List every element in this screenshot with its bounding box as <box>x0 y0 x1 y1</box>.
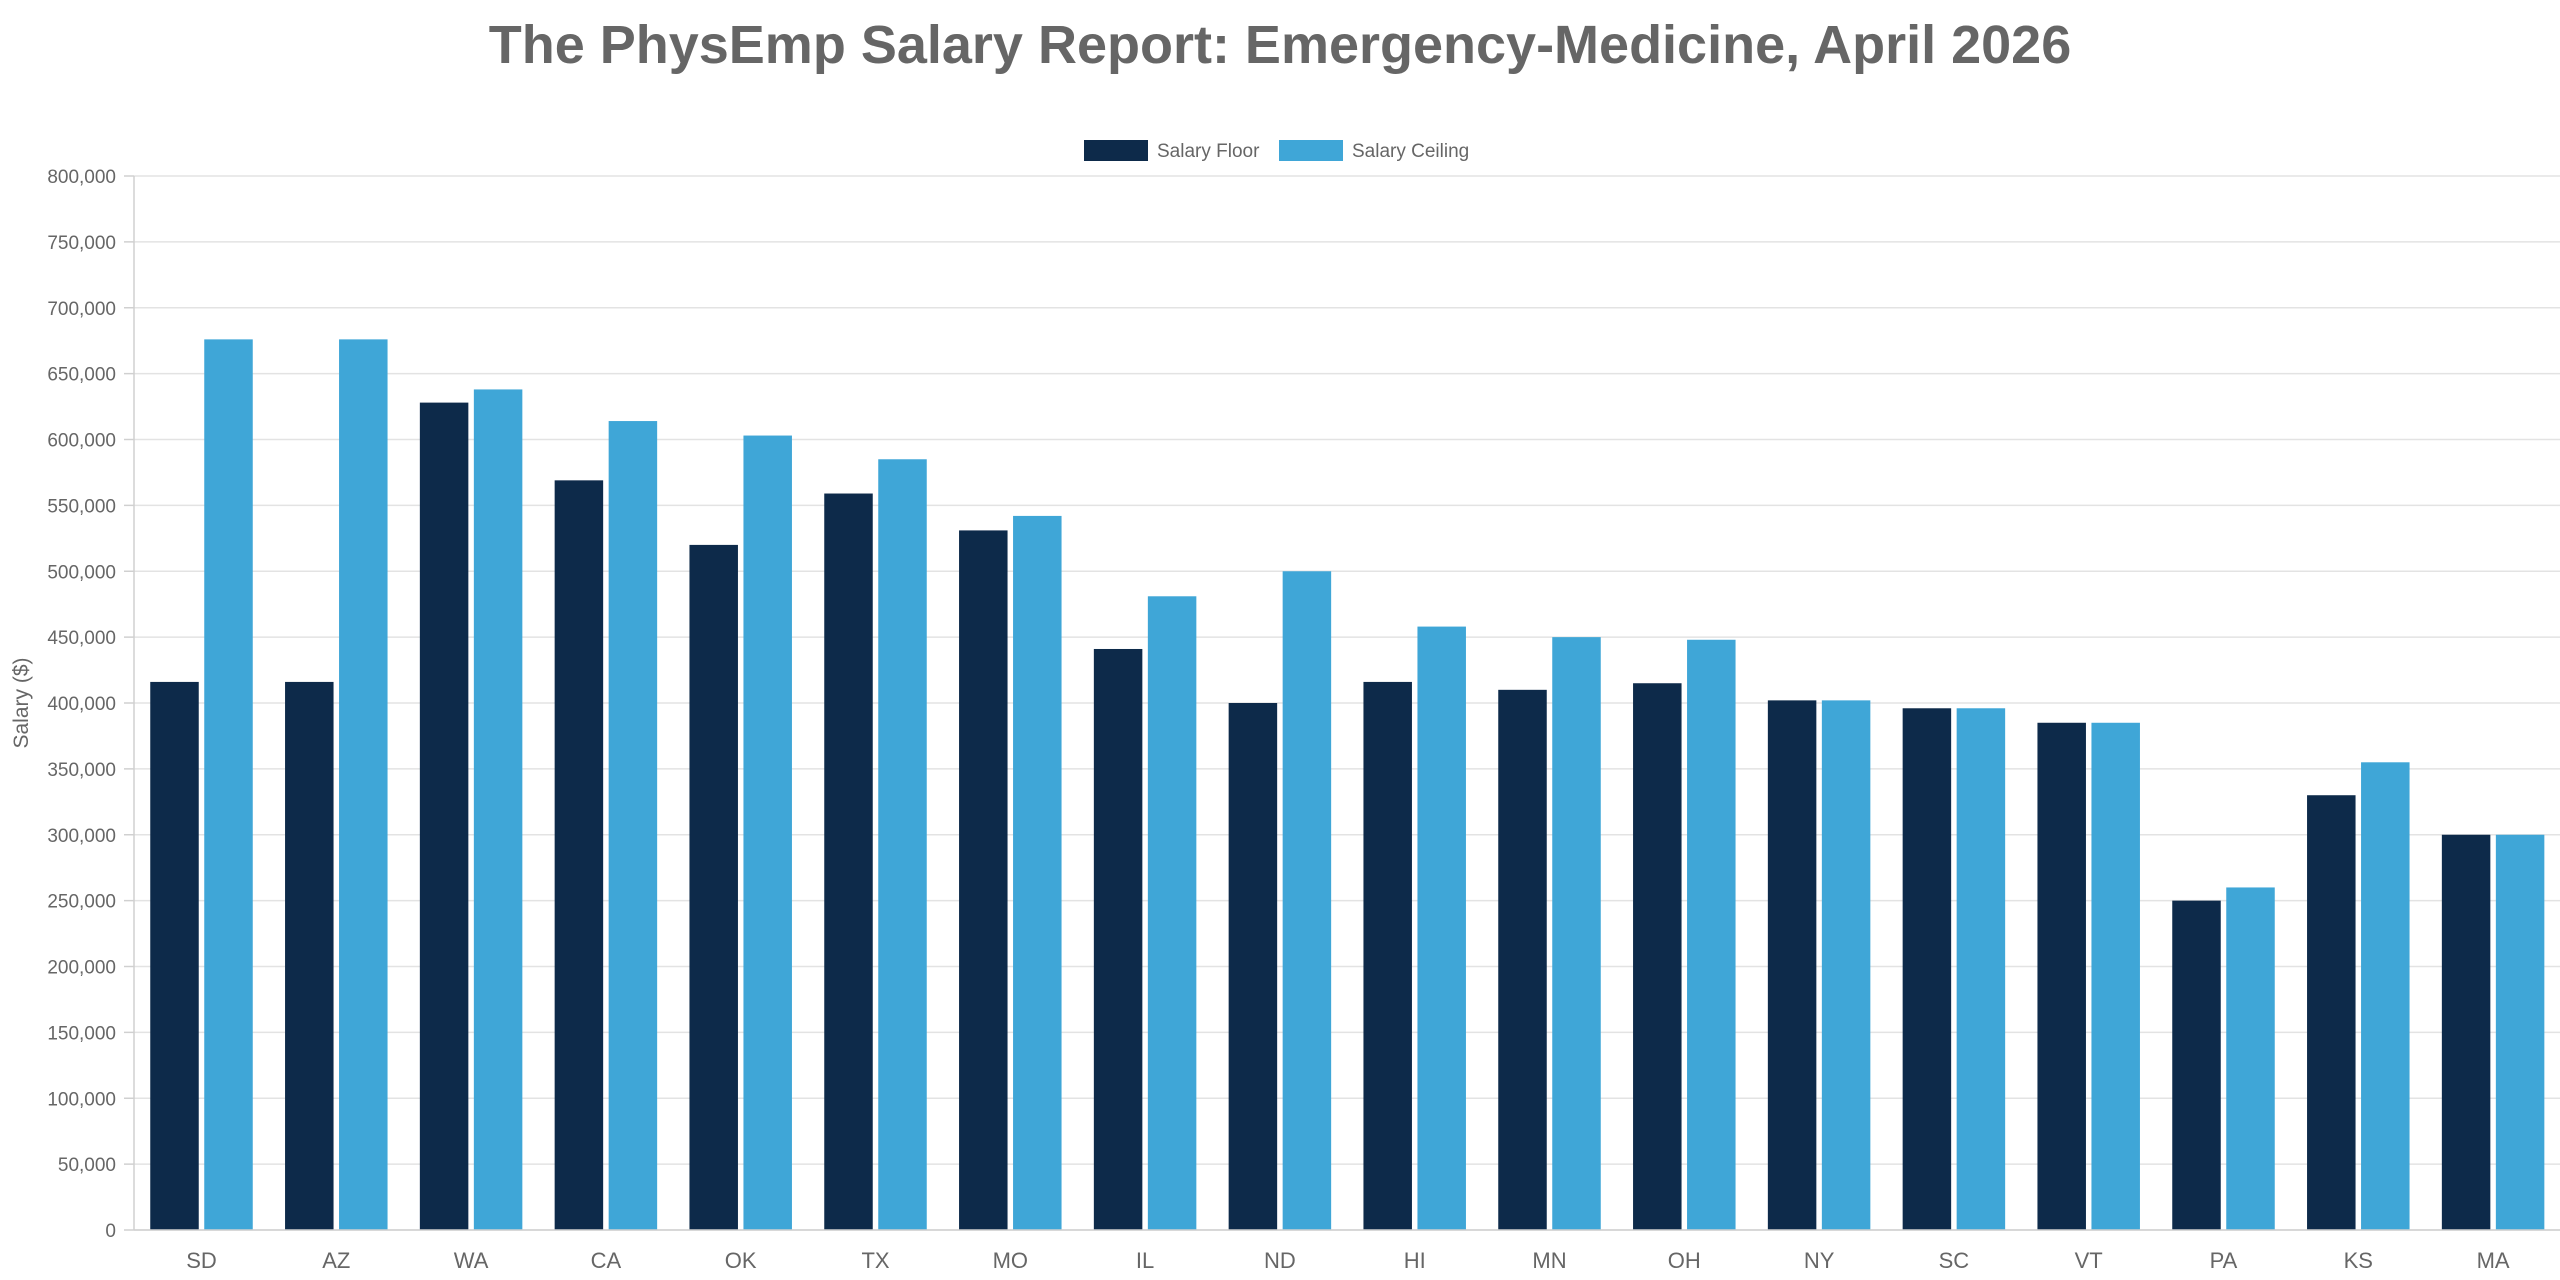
bar-salary-ceiling-il[interactable] <box>1147 596 1197 1230</box>
y-tick-label: 300,000 <box>47 826 116 847</box>
bars-layer <box>150 339 2545 1231</box>
y-tick-label: 800,000 <box>47 167 116 188</box>
bar-salary-floor-ma[interactable] <box>2441 834 2491 1230</box>
bar-salary-ceiling-hi[interactable] <box>1417 626 1466 1230</box>
y-tick-label: 400,000 <box>47 694 116 715</box>
x-tick-label: MO <box>993 1248 1028 1273</box>
y-tick-label: 250,000 <box>47 892 116 913</box>
bar-salary-floor-sd[interactable] <box>150 681 199 1230</box>
bar-salary-ceiling-sd[interactable] <box>204 339 253 1230</box>
bar-salary-ceiling-nd[interactable] <box>1282 571 1332 1230</box>
y-axis-title: Salary ($) <box>10 657 33 748</box>
y-tick-label: 350,000 <box>47 760 116 781</box>
bar-salary-floor-wa[interactable] <box>419 402 469 1230</box>
x-tick-label: IL <box>1136 1248 1154 1273</box>
bar-salary-floor-ks[interactable] <box>2307 795 2356 1230</box>
y-tick-label: 0 <box>105 1221 116 1242</box>
bar-salary-floor-ok[interactable] <box>689 544 738 1230</box>
y-tick-label: 150,000 <box>47 1023 116 1044</box>
y-tick-label: 600,000 <box>47 431 116 452</box>
x-tick-label: WA <box>454 1248 489 1273</box>
bar-salary-floor-vt[interactable] <box>2037 722 2086 1230</box>
bar-salary-ceiling-vt[interactable] <box>2091 722 2140 1230</box>
bar-salary-floor-az[interactable] <box>285 681 334 1230</box>
legend-label-salary-ceiling[interactable]: Salary Ceiling <box>1352 141 1469 162</box>
bar-salary-ceiling-tx[interactable] <box>878 459 927 1230</box>
y-tick-label: 50,000 <box>58 1155 116 1176</box>
y-tick-label: 700,000 <box>47 299 116 320</box>
x-tick-label: OK <box>725 1248 757 1273</box>
legend-layer: Salary Floor Salary Ceiling <box>1084 140 1469 162</box>
x-tick-label: CA <box>591 1248 622 1273</box>
bar-salary-floor-pa[interactable] <box>2172 900 2221 1230</box>
bar-salary-ceiling-mo[interactable] <box>1013 515 1062 1230</box>
x-tick-label: PA <box>2210 1248 2238 1273</box>
x-tick-label: ND <box>1264 1248 1296 1273</box>
x-tick-label: SD <box>186 1248 217 1273</box>
bar-salary-floor-oh[interactable] <box>1633 683 1682 1230</box>
y-tick-label: 750,000 <box>47 233 116 254</box>
axis-layer: 0 50,000 100,000 150,000 200,000 250,000 300,0… <box>47 167 2560 1273</box>
legend-swatch-salary-ceiling[interactable] <box>1279 140 1343 161</box>
bar-salary-ceiling-wa[interactable] <box>473 389 523 1230</box>
x-tick-label: KS <box>2344 1248 2373 1273</box>
y-tick-label: 200,000 <box>47 958 116 979</box>
bar-salary-floor-ca[interactable] <box>554 480 604 1230</box>
x-tick-label: AZ <box>322 1248 350 1273</box>
bar-salary-floor-il[interactable] <box>1093 648 1143 1230</box>
legend-label-salary-floor[interactable]: Salary Floor <box>1157 141 1260 162</box>
bar-salary-ceiling-pa[interactable] <box>2226 887 2275 1230</box>
x-tick-label: MN <box>1532 1248 1566 1273</box>
bar-salary-ceiling-az[interactable] <box>339 339 388 1230</box>
bar-salary-ceiling-ok[interactable] <box>743 435 792 1230</box>
x-tick-label: HI <box>1404 1248 1426 1273</box>
bar-salary-ceiling-oh[interactable] <box>1687 639 1736 1230</box>
x-tick-label: SC <box>1939 1248 1970 1273</box>
legend-swatch-salary-floor[interactable] <box>1084 140 1148 161</box>
x-tick-label: OH <box>1668 1248 1701 1273</box>
bar-salary-floor-ny[interactable] <box>1767 700 1817 1230</box>
y-tick-label: 550,000 <box>47 496 116 517</box>
bar-salary-floor-nd[interactable] <box>1228 703 1278 1230</box>
chart-title: The PhysEmp Salary Report: Emergency-Med… <box>488 15 2072 75</box>
bar-salary-ceiling-ca[interactable] <box>608 421 658 1230</box>
y-tick-label: 650,000 <box>47 365 116 386</box>
x-tick-label: VT <box>2075 1248 2103 1273</box>
bar-salary-ceiling-mn[interactable] <box>1552 637 1601 1230</box>
bar-salary-floor-sc[interactable] <box>1902 708 1952 1230</box>
x-tick-label: MA <box>2477 1248 2510 1273</box>
bar-salary-floor-hi[interactable] <box>1363 681 1412 1230</box>
y-tick-label: 100,000 <box>47 1089 116 1110</box>
y-tick-label: 500,000 <box>47 562 116 583</box>
bar-salary-ceiling-ny[interactable] <box>1821 700 1871 1230</box>
bar-salary-ceiling-sc[interactable] <box>1956 708 2006 1230</box>
x-tick-label: TX <box>861 1248 889 1273</box>
bar-salary-floor-tx[interactable] <box>824 493 873 1231</box>
bar-salary-ceiling-ma[interactable] <box>2495 834 2545 1230</box>
bar-salary-ceiling-ks[interactable] <box>2361 762 2410 1230</box>
x-tick-label: NY <box>1804 1248 1835 1273</box>
bar-salary-floor-mo[interactable] <box>959 530 1008 1230</box>
bar-salary-floor-mn[interactable] <box>1498 689 1547 1230</box>
grid-layer <box>134 175 2560 1231</box>
y-tick-label: 450,000 <box>47 628 116 649</box>
